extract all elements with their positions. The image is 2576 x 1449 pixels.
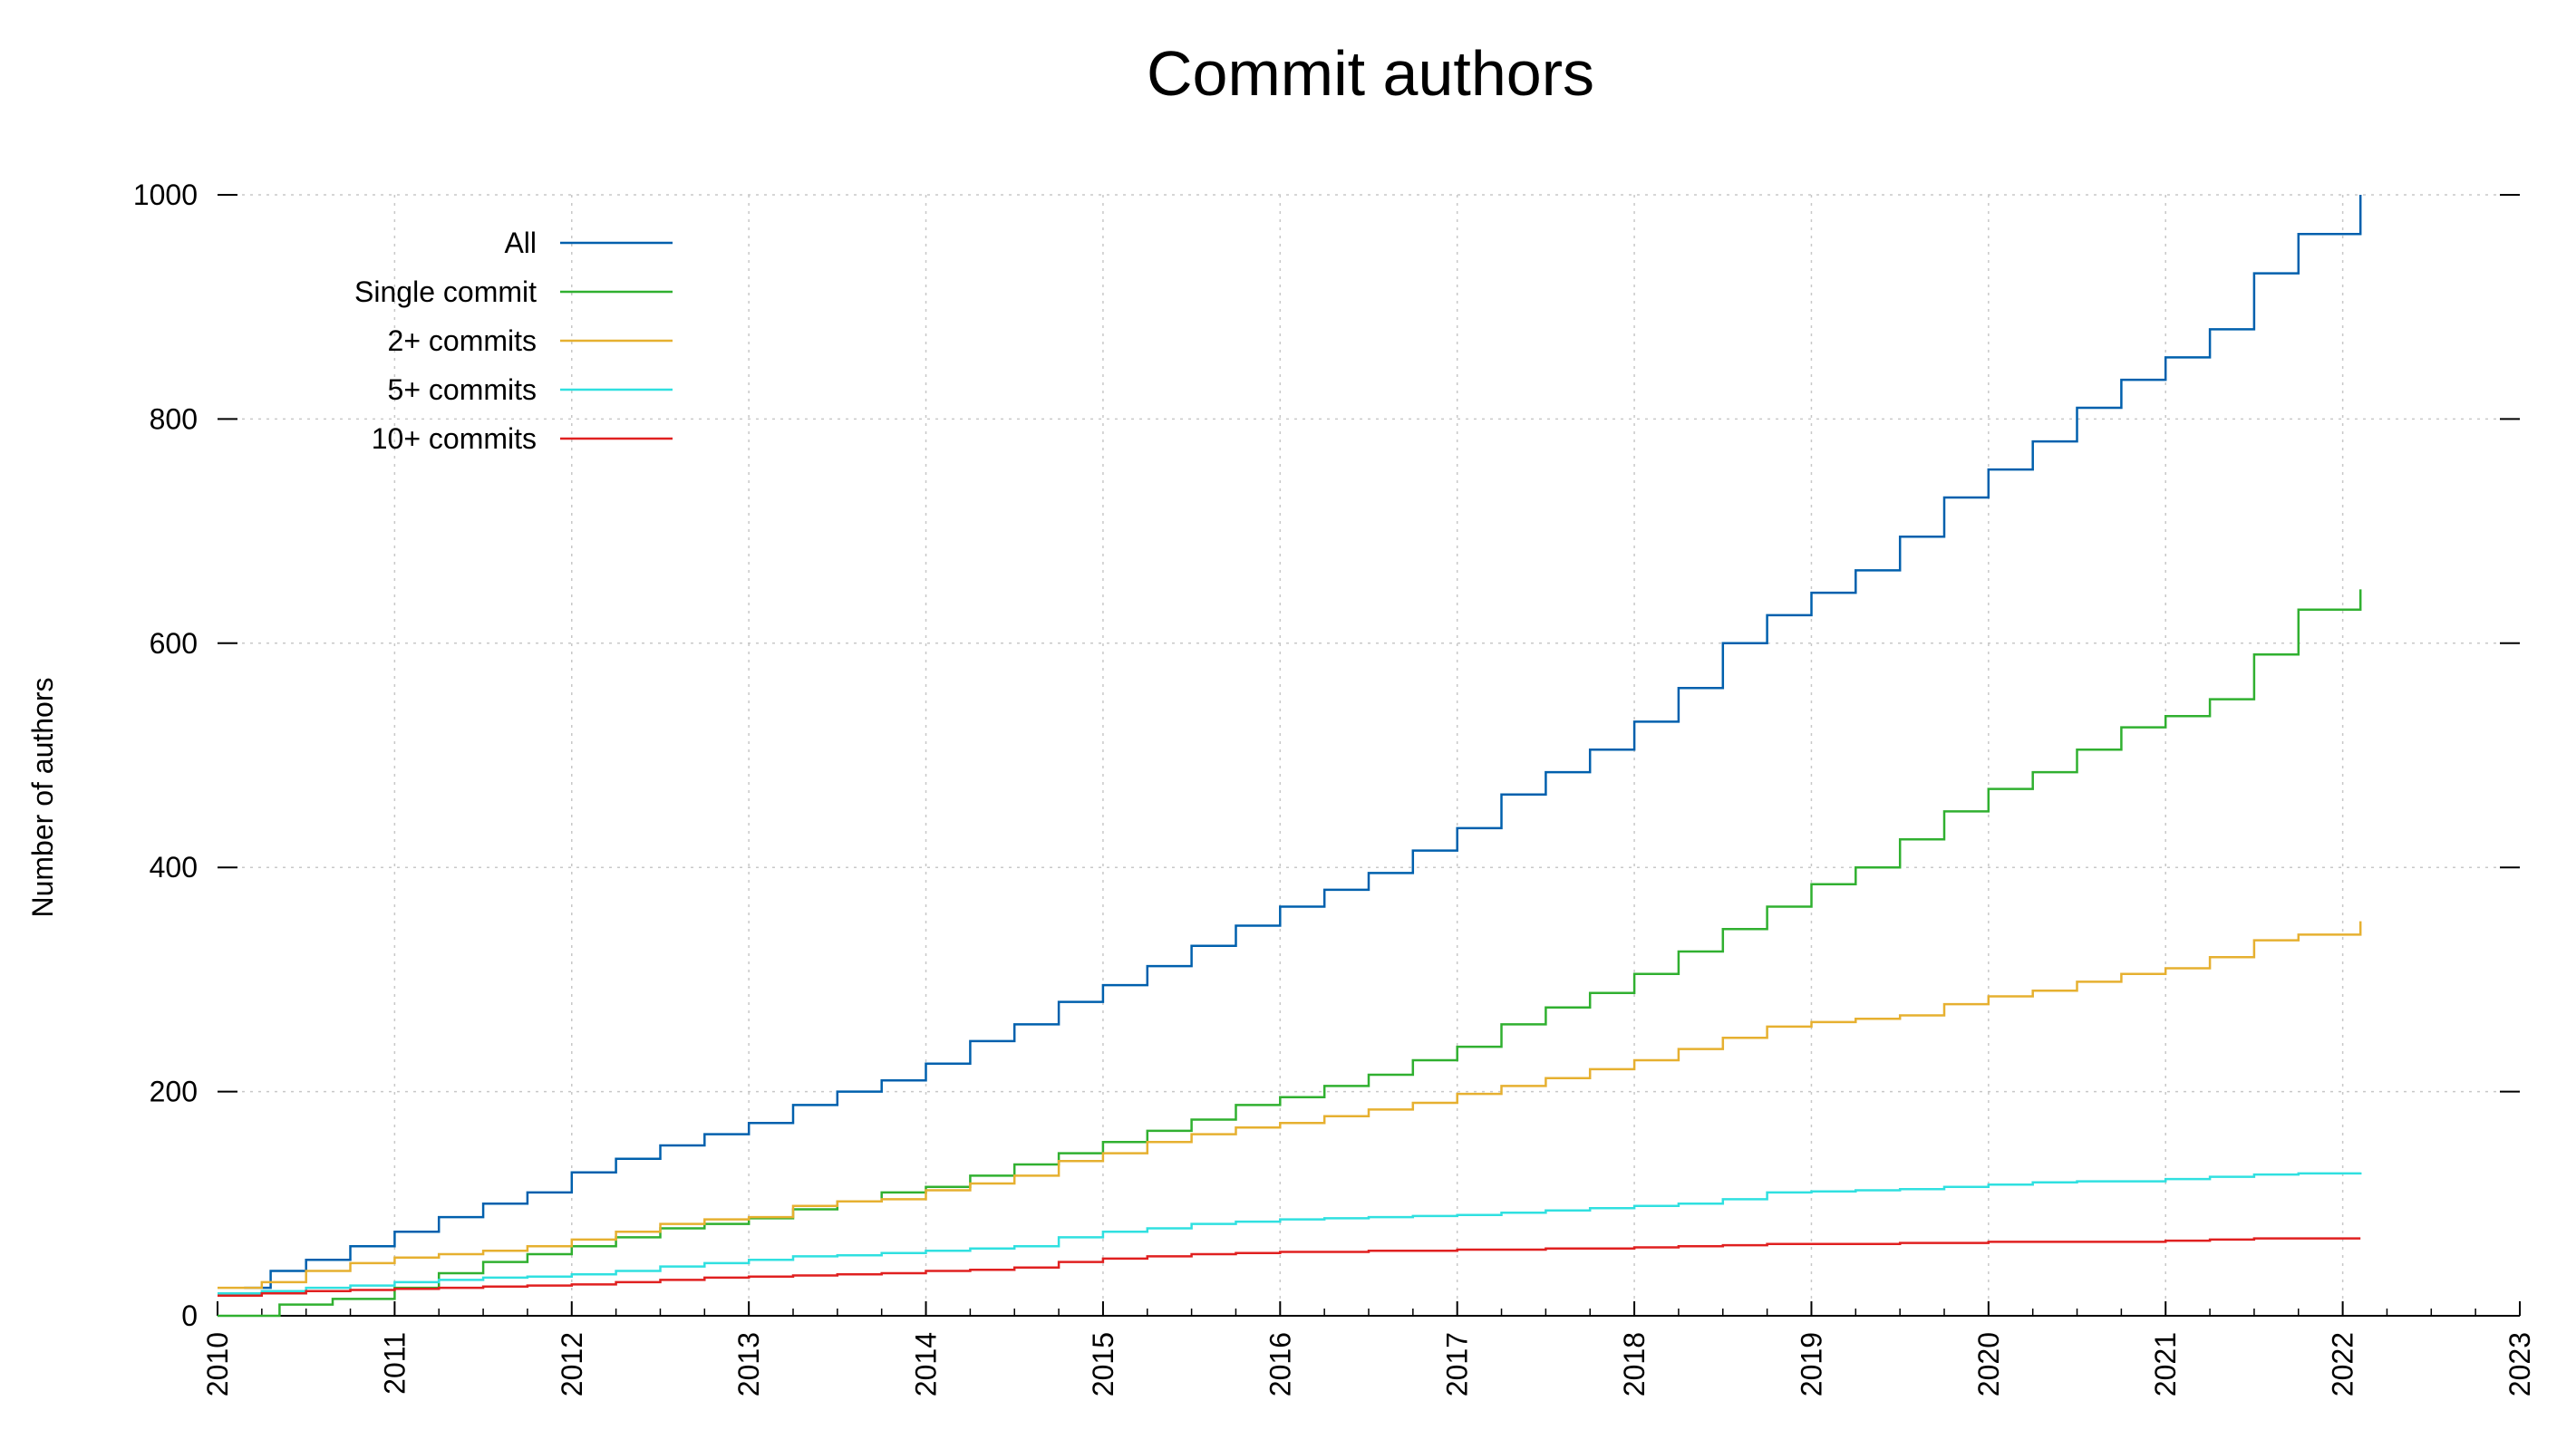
- x-tick-label: 2016: [1264, 1332, 1296, 1396]
- series-line-3: [218, 1172, 2362, 1295]
- series-line-2: [218, 921, 2362, 1290]
- x-tick-label: 2022: [2327, 1332, 2359, 1396]
- legend-label-0: All: [504, 227, 537, 259]
- y-tick-label: 200: [150, 1076, 198, 1108]
- y-tick-label: 600: [150, 627, 198, 660]
- x-tick-label: 2021: [2149, 1332, 2182, 1396]
- x-tick-label: 2014: [910, 1332, 943, 1396]
- chart-title: Commit authors: [1147, 38, 1594, 109]
- axes: 2010 2011 2012 2013 2014 2015 2016 2017 2018 2019…: [133, 179, 2536, 1396]
- legend-label-4: 10+ commits: [372, 422, 537, 455]
- x-tick-label: 2018: [1618, 1332, 1651, 1396]
- grid-lines: [218, 194, 2520, 1316]
- x-tick-label: 2017: [1441, 1332, 1474, 1396]
- y-axis-label: Number of authors: [26, 677, 59, 917]
- x-tick-label: 2023: [2503, 1332, 2536, 1396]
- y-tick-label: 1000: [133, 179, 198, 211]
- legend-label-2: 2+ commits: [388, 324, 537, 357]
- y-tick-label: 0: [181, 1299, 198, 1332]
- x-tick-label: 2011: [378, 1332, 411, 1395]
- series-line-1: [218, 589, 2362, 1318]
- x-tick-label: 2020: [1972, 1332, 2005, 1396]
- legend-label-3: 5+ commits: [388, 373, 537, 406]
- y-tick-label: 400: [150, 851, 198, 884]
- x-tick-label: 2013: [732, 1332, 765, 1396]
- x-tick-label: 2010: [201, 1332, 234, 1396]
- legend: All Single commit 2+ commits 5+ commits 10+ …: [354, 227, 673, 455]
- series-line-0: [244, 195, 2362, 1290]
- y-tick-label: 800: [150, 402, 198, 435]
- legend-label-1: Single commit: [354, 275, 537, 308]
- series-layer: [218, 195, 2362, 1318]
- x-tick-label: 2015: [1087, 1332, 1119, 1396]
- series-line-4: [218, 1237, 2361, 1297]
- x-tick-label: 2019: [1795, 1332, 1827, 1396]
- x-tick-label: 2012: [556, 1332, 588, 1396]
